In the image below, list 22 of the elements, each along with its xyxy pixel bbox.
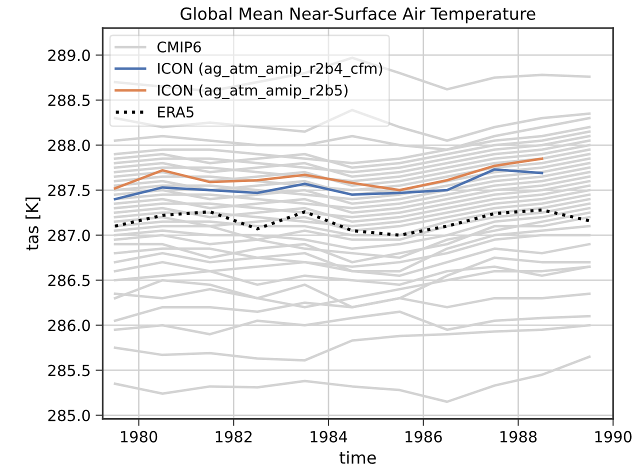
y-axis-title: tas [K] [25,198,40,250]
y-tick-label: 285.0 [48,410,90,422]
legend-label: ICON (ag_atm_amip_r2b5) [158,84,348,99]
y-tick-label: 289.0 [48,50,90,62]
y-tick-label: 285.5 [48,364,90,376]
legend-label: CMIP6 [157,41,201,52]
x-tick-label: 1988 [500,430,537,442]
x-tick-label: 1982 [216,430,252,442]
legend-label: ERA5 [158,106,194,118]
x-tick-label: 1990 [595,430,632,442]
x-tick-label: 1984 [310,430,348,442]
y-tick-label: 286.0 [48,320,90,332]
y-tick-label: 287.0 [48,230,90,242]
y-tick-label: 286.5 [48,274,90,286]
x-tick-label: 1986 [406,430,442,442]
x-tick-label: 1980 [121,430,158,442]
y-tick-label: 288.5 [48,94,90,106]
legend-label: ICON (ag_atm_amip_r2b4_cfm) [158,62,382,78]
x-axis-title: time [340,451,376,464]
chart-title: Global Mean Near-Surface Air Temperature [180,7,536,24]
y-tick-label: 287.5 [48,184,90,196]
y-tick-label: 288.0 [48,140,90,152]
